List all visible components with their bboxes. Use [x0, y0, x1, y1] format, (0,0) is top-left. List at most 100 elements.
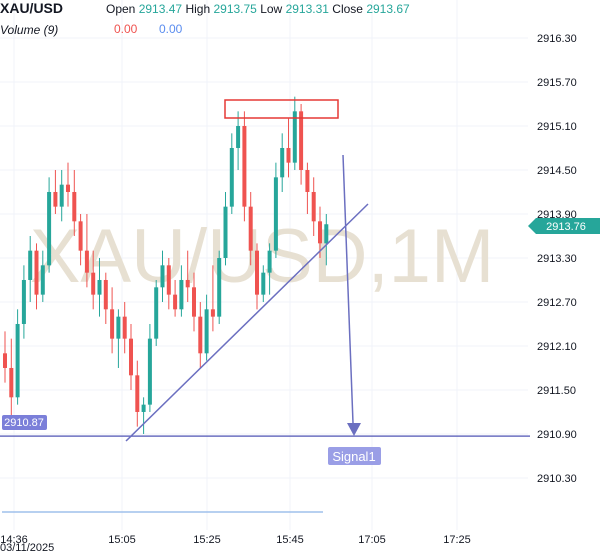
candle-body: [160, 265, 165, 288]
candle-body: [185, 279, 190, 288]
price-tick-label: 2912.70: [537, 297, 577, 309]
candle-body: [255, 250, 259, 295]
candle-body: [72, 191, 77, 222]
candle-body: [116, 316, 121, 339]
price-tick-label: 2913.90: [537, 209, 577, 221]
signal-label: Signal1: [332, 449, 375, 464]
candle-body: [110, 309, 115, 339]
last-price-tag: [528, 218, 600, 234]
candle-body: [292, 111, 297, 163]
resistance-box[interactable]: [224, 99, 339, 119]
candle-body: [198, 316, 203, 354]
candle-body: [204, 309, 209, 354]
volume-legend: Volume (9): [0, 23, 58, 37]
candle-body: [135, 375, 140, 412]
candle-body: [210, 309, 215, 317]
price-tick-label: 2911.50: [537, 385, 576, 397]
time-axis[interactable]: 14:36 15:05 15:25 15:45 17:05 17:25: [0, 534, 471, 546]
forecast-arrow-line[interactable]: [342, 154, 354, 424]
last-price-label: 2913.76: [546, 221, 586, 233]
candle-body: [286, 147, 291, 163]
candle-body: [173, 294, 178, 310]
date-label: 03/11/2025: [0, 542, 55, 554]
candle-body: [122, 316, 127, 339]
volume-values: 0.00: [114, 22, 137, 36]
candle-body: [9, 367, 14, 398]
price-tick-label: 2915.70: [537, 77, 577, 89]
candle-body: [217, 257, 222, 317]
candle-body: [59, 184, 64, 207]
candle-body: [3, 353, 7, 368]
time-tick-label: 17:05: [358, 534, 386, 546]
candle-body: [179, 279, 184, 310]
candle-body: [223, 206, 228, 258]
time-tick-label: 14:36: [0, 534, 28, 546]
price-tick-label: 2916.30: [537, 33, 577, 45]
open-label: Open: [106, 2, 136, 16]
candle-body: [78, 221, 83, 251]
candle-body: [84, 250, 89, 273]
date-label-wrap: 03/11/2025: [0, 542, 54, 554]
candle-body: [97, 279, 102, 295]
candle-body: [305, 169, 310, 192]
time-tick-label: 15:25: [193, 534, 221, 546]
level-price-label: 2910.87: [4, 417, 44, 429]
ohlc-legend: XAU/USD: [0, 0, 63, 16]
candle-body: [192, 287, 196, 317]
grid: [0, 0, 528, 530]
trend-line[interactable]: [125, 203, 369, 442]
candle-body: [273, 177, 278, 251]
time-tick-label: 17:25: [443, 534, 471, 546]
price-tick-label: 2912.10: [537, 341, 577, 353]
candle-body: [53, 191, 58, 207]
candle-body: [267, 250, 272, 273]
candle-body: [129, 338, 133, 376]
forecast-arrow-head: [347, 423, 361, 436]
candle-body: [261, 272, 266, 295]
signal-badge[interactable]: [328, 447, 381, 465]
time-tick-label: 15:45: [276, 534, 304, 546]
price-tick-label: 2910.30: [537, 473, 577, 485]
candle-body: [280, 147, 285, 178]
candle-body: [91, 272, 96, 295]
open-value: 2913.47: [138, 2, 183, 16]
candles: [3, 96, 329, 434]
candle-body: [242, 125, 247, 207]
volume-value-b: 0.00: [159, 22, 183, 36]
candle-body: [147, 338, 152, 405]
candle-body: [229, 147, 234, 207]
low-label: Low: [260, 2, 283, 16]
volume-label[interactable]: Volume (9): [0, 23, 59, 37]
candle-body: [236, 125, 241, 148]
candle-body: [21, 279, 26, 324]
symbol-name[interactable]: XAU/USD: [0, 0, 64, 16]
close-label: Close: [332, 2, 363, 16]
candle-body: [299, 111, 304, 170]
candle-body: [166, 265, 171, 295]
candle-body: [40, 265, 45, 295]
candle-body: [47, 191, 52, 266]
candle-body: [15, 323, 20, 398]
low-value: 2913.31: [285, 2, 329, 16]
candle-body: [324, 224, 329, 244]
candle-body: [28, 250, 33, 280]
candle-body: [141, 404, 146, 412]
price-axis[interactable]: 2916.30 2915.70 2915.10 2914.50 2913.90 2913.…: [537, 33, 577, 485]
high-label: High: [185, 2, 211, 16]
price-tick-label: 2910.90: [537, 429, 577, 441]
candle-body: [318, 221, 322, 244]
price-tick-label: 2914.50: [537, 165, 577, 177]
candle-body: [248, 206, 253, 251]
ohlc-values: Open 2913.47 High 2913.75 Low 2913.31 Cl…: [106, 2, 410, 16]
candle-body: [154, 287, 159, 339]
time-tick-label: 15:05: [108, 534, 136, 546]
candle-body: [34, 250, 39, 295]
high-value: 2913.75: [213, 2, 257, 16]
candle-body: [311, 191, 316, 222]
level-price-tag: [2, 415, 47, 430]
volume-value-a: 0.00: [114, 22, 138, 36]
candle-body: [66, 184, 70, 192]
price-tick-label: 2913.30: [537, 253, 577, 265]
price-tick-label: 2915.10: [537, 121, 577, 133]
